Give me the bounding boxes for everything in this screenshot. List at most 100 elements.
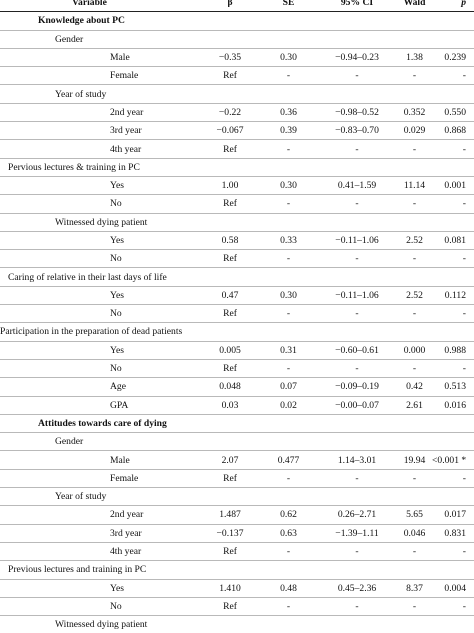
row-label: Female (110, 70, 139, 82)
p-value-cell (432, 414, 474, 434)
beta-cell: 1.410 (200, 579, 260, 598)
row-label-cell: 4th year (0, 139, 200, 159)
ci-cell: −0.60–0.61 (317, 341, 397, 360)
row-label: Male (110, 52, 130, 64)
p-value-cell: 0.550 (432, 103, 474, 123)
header-row: Variable β SE 95% CI Wald p (0, 0, 474, 13)
row-label: No (110, 600, 122, 612)
wald-cell: - (397, 469, 432, 489)
group-label: Gender (0, 30, 200, 49)
ci-cell: 0.26–2.71 (317, 505, 397, 525)
se-cell: 0.30 (260, 48, 317, 68)
row-label: Yes (110, 582, 124, 594)
p-value-cell (432, 560, 474, 580)
row-label: 2nd year (110, 106, 144, 118)
p-value-cell: - (432, 359, 474, 379)
se-cell: 0.30 (260, 286, 317, 306)
row-label-cell: Male (0, 450, 200, 470)
beta-cell: Ref (200, 542, 260, 562)
ci-cell (317, 158, 397, 177)
table-row: 4th year Ref - - - - (0, 139, 474, 159)
se-cell (260, 616, 317, 633)
se-cell: 0.02 (260, 396, 317, 415)
se-cell: 0.36 (260, 103, 317, 123)
header-ci: 95% CI (317, 0, 397, 13)
p-value-cell (432, 158, 474, 177)
se-cell: 0.62 (260, 505, 317, 525)
p-value-cell: - (432, 542, 474, 562)
beta-cell (200, 267, 260, 287)
row-label-cell: Female (0, 469, 200, 489)
table-row: Yes 1.00 0.30 0.41–1.59 11.14 0.001 (0, 176, 474, 196)
p-value-cell: 0.016 (432, 396, 474, 415)
wald-cell: - (397, 359, 432, 379)
beta-cell: 1.00 (200, 176, 260, 196)
wald-cell (397, 560, 432, 580)
table-row: 4th year Ref - - - - (0, 542, 474, 562)
table-row: Yes 0.005 0.31 −0.60–0.61 0.000 0.988 (0, 341, 474, 360)
header-se: SE (260, 0, 317, 13)
beta-cell (200, 487, 260, 507)
table-row: GPA 0.03 0.02 −0.00–0.07 2.61 0.016 (0, 396, 474, 415)
group-heading-row: Gender (0, 432, 474, 452)
beta-cell: 0.47 (200, 286, 260, 306)
ci-cell: 0.45–2.36 (317, 579, 397, 598)
p-value-cell (432, 432, 474, 452)
table-row: 3rd year −0.137 0.63 −1.39–1.11 0.046 0.831 (0, 524, 474, 543)
p-value-cell: - (432, 249, 474, 269)
ci-cell (317, 560, 397, 580)
header-p: p (432, 0, 474, 13)
wald-cell: - (397, 597, 432, 617)
wald-cell (397, 158, 432, 177)
wald-cell: 0.352 (397, 103, 432, 123)
p-value-cell: 0.868 (432, 121, 474, 141)
wald-cell: - (397, 542, 432, 562)
ci-cell (317, 414, 397, 434)
ci-cell: −1.39–1.11 (317, 524, 397, 543)
table-row: No Ref - - - - (0, 249, 474, 269)
p-value-cell (432, 487, 474, 507)
beta-cell: 2.07 (200, 450, 260, 470)
p-value-cell (432, 267, 474, 287)
row-label-cell: 2nd year (0, 103, 200, 123)
wald-cell: - (397, 304, 432, 324)
ci-cell (317, 267, 397, 287)
wald-cell (397, 84, 432, 104)
p-value-cell: - (432, 139, 474, 159)
section-title: Knowledge about PC (0, 11, 200, 31)
table-row: Yes 0.47 0.30 −0.11–1.06 2.52 0.112 (0, 286, 474, 306)
table-row: No Ref - - - - (0, 194, 474, 214)
wald-cell (397, 414, 432, 434)
row-label-cell: 3rd year (0, 524, 200, 543)
p-value-cell: 0.004 (432, 579, 474, 598)
table-row: Male −0.35 0.30 −0.94–0.23 1.38 0.239 (0, 48, 474, 68)
table-body: Knowledge about PC Gender Male −0.35 0.30 −0.… (0, 11, 474, 633)
group-label: Previous lectures and training in PC (0, 560, 200, 580)
se-cell: - (260, 139, 317, 159)
p-value-cell: 0.513 (432, 377, 474, 397)
se-cell: - (260, 249, 317, 269)
se-cell: - (260, 542, 317, 562)
row-label: No (110, 363, 122, 375)
row-label-cell: No (0, 359, 200, 379)
p-value-cell (432, 30, 474, 49)
table-row: No Ref - - - - (0, 304, 474, 324)
se-cell: 0.39 (260, 121, 317, 141)
wald-cell: 0.029 (397, 121, 432, 141)
group-heading-row: Witnessed dying patient (0, 616, 474, 633)
header-beta: β (200, 0, 260, 13)
beta-cell (200, 432, 260, 452)
ci-cell: −0.09–0.19 (317, 377, 397, 397)
row-label-cell: 2nd year (0, 505, 200, 525)
se-cell (260, 560, 317, 580)
row-label-cell: Age (0, 377, 200, 397)
se-cell: 0.07 (260, 377, 317, 397)
ci-cell (317, 11, 397, 31)
table-row: Female Ref - - - - (0, 469, 474, 489)
row-label: Yes (110, 289, 124, 301)
beta-cell (200, 322, 260, 342)
p-value-cell: - (432, 304, 474, 324)
row-label: 2nd year (110, 509, 144, 521)
beta-cell: −0.067 (200, 121, 260, 141)
ci-cell: - (317, 194, 397, 214)
